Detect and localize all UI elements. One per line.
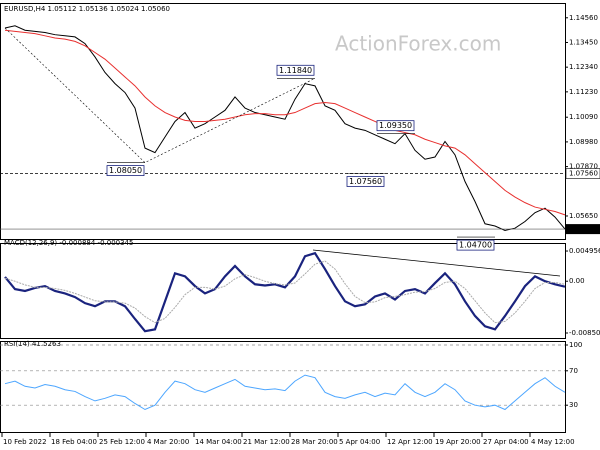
divergence-line bbox=[312, 249, 561, 277]
y-tick-label: 0.004956 bbox=[569, 247, 600, 255]
annotation-label: 1.11840 bbox=[279, 66, 312, 75]
y-tick-label: 1.07870 bbox=[569, 163, 598, 171]
y-tick-label: 0.00 bbox=[569, 277, 585, 285]
price-label: 1.05060 bbox=[569, 225, 598, 233]
panel-title: RSI(14) 41.5263 bbox=[4, 340, 61, 348]
watermark: ActionForex.com bbox=[335, 32, 501, 56]
y-tick-label: 1.14560 bbox=[569, 14, 598, 22]
series-line bbox=[4, 374, 566, 411]
x-tick-label: 18 Feb 04:00 bbox=[51, 438, 97, 446]
x-tick-label: 4 May 12:00 bbox=[531, 438, 575, 446]
y-tick-label: 30 bbox=[569, 401, 578, 409]
annotation-label: 1.04700 bbox=[459, 241, 492, 250]
x-tick-label: 21 Mar 12:00 bbox=[243, 438, 290, 446]
y-tick-label: 1.11230 bbox=[569, 88, 598, 96]
level-tag bbox=[565, 168, 600, 179]
y-tick-label: 1.12340 bbox=[569, 63, 598, 71]
x-tick-label: 5 Apr 04:00 bbox=[339, 438, 380, 446]
price-tag bbox=[566, 224, 600, 235]
annotation-box bbox=[456, 239, 495, 251]
x-tick-label: 27 Apr 04:00 bbox=[483, 438, 529, 446]
y-tick-label: -0.008501 bbox=[569, 329, 600, 337]
y-tick-label: 1.05650 bbox=[569, 212, 598, 220]
series-line bbox=[4, 25, 566, 231]
series-line bbox=[4, 260, 566, 324]
y-tick-label: 1.08980 bbox=[569, 138, 598, 146]
y-tick-label: 100 bbox=[569, 341, 582, 349]
swing-line bbox=[4, 27, 316, 163]
x-tick-label: 10 Feb 2022 bbox=[3, 438, 47, 446]
annotation-label: 1.08050 bbox=[109, 166, 142, 175]
y-tick-label: 1.13450 bbox=[569, 38, 598, 46]
x-tick-label: 4 Mar 20:00 bbox=[147, 438, 189, 446]
annotation-box bbox=[376, 120, 415, 132]
x-tick-label: 28 Mar 20:00 bbox=[291, 438, 338, 446]
x-tick-label: 19 Apr 20:00 bbox=[435, 438, 481, 446]
annotation-box bbox=[106, 165, 145, 176]
series-line bbox=[4, 29, 566, 216]
level-label: 1.07560 bbox=[569, 169, 598, 177]
price-panel bbox=[0, 3, 566, 240]
panel-title: MACD(12,26,9) -0.000884 -0.000345 bbox=[4, 239, 133, 247]
series-line bbox=[4, 251, 566, 333]
macd-panel bbox=[0, 243, 566, 339]
rsi-panel bbox=[0, 341, 566, 433]
annotation-box bbox=[276, 64, 315, 76]
x-tick-label: 25 Feb 12:00 bbox=[99, 438, 145, 446]
annotation-label: 1.07560 bbox=[349, 177, 382, 186]
y-tick-label: 1.10090 bbox=[569, 113, 598, 121]
x-tick-label: 12 Apr 12:00 bbox=[387, 438, 433, 446]
annotation-box bbox=[346, 176, 385, 187]
panel-title: EURUSD,H4 1.05112 1.05136 1.05024 1.0506… bbox=[4, 5, 170, 13]
y-tick-label: 70 bbox=[569, 367, 578, 375]
annotation-label: 1.09350 bbox=[379, 121, 412, 130]
x-tick-label: 14 Mar 04:00 bbox=[195, 438, 242, 446]
